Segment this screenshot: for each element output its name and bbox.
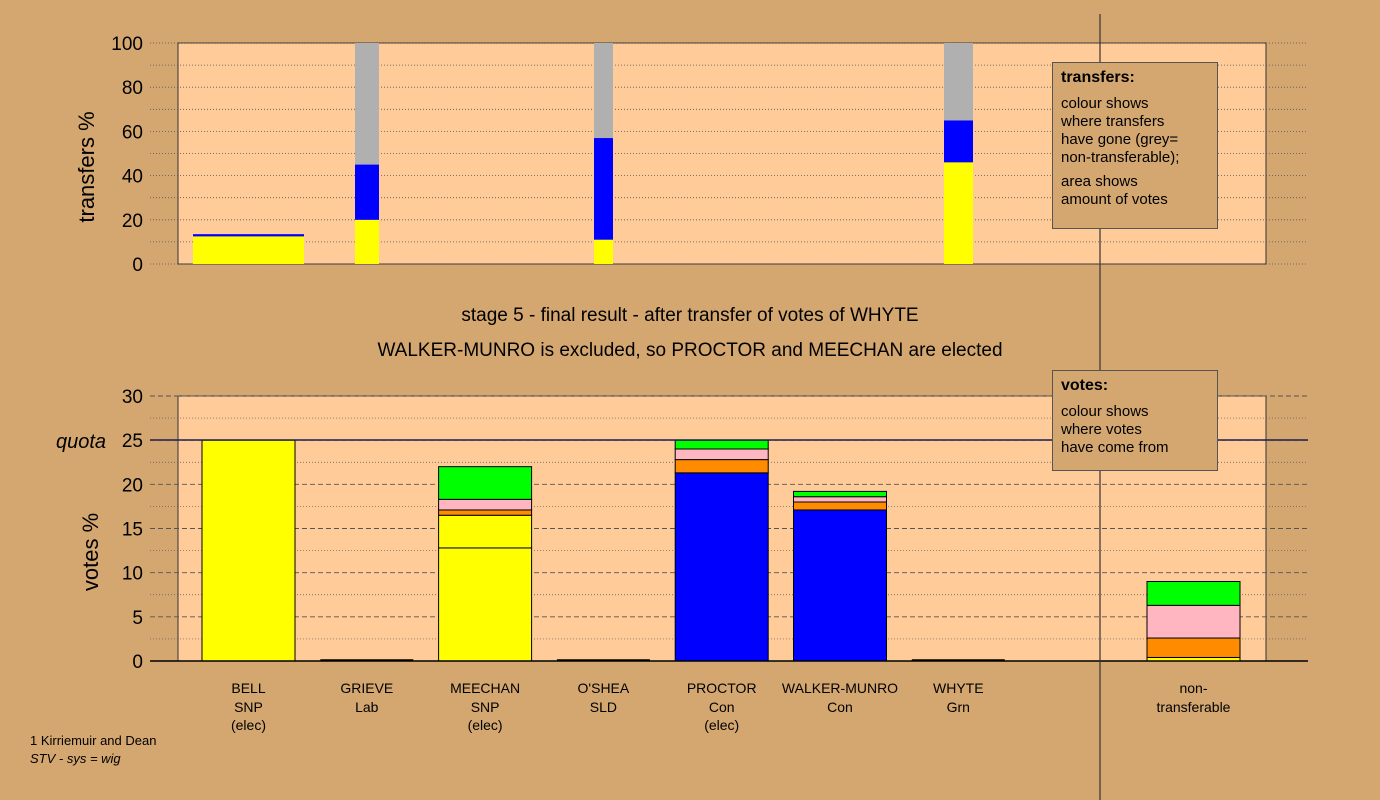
votes-legend-title: votes: <box>1061 377 1109 394</box>
transfers-bars <box>193 43 973 264</box>
transfers-y-label: transfers % <box>74 111 99 222</box>
candidate-status: (elec) <box>704 717 739 733</box>
quota-label: quota <box>56 431 106 453</box>
votes-legend: votes: colour shows where votes have com… <box>1052 370 1218 471</box>
transfer-segment <box>594 138 613 240</box>
votes-y-axis: 0 5 10 15 20 25 30 <box>122 387 143 673</box>
transfer-segment <box>944 120 973 163</box>
legend-line: colour shows <box>1061 403 1149 420</box>
vote-segment <box>438 509 533 516</box>
votes-y-label: votes % <box>78 513 103 591</box>
y-tick-label: 0 <box>132 652 143 673</box>
vote-segment <box>793 490 887 498</box>
candidate-name: WHYTE <box>933 680 984 696</box>
transfer-segment <box>193 234 304 237</box>
legend-line: where transfers <box>1061 113 1165 130</box>
candidate-name: PROCTOR <box>687 680 757 696</box>
y-tick-label: 60 <box>122 122 143 143</box>
candidate-name: GRIEVE <box>340 680 393 696</box>
nontransferable-segment <box>1146 604 1241 639</box>
candidate-name: WALKER-MUNRO <box>782 680 898 696</box>
transfer-segment <box>193 236 304 264</box>
y-tick-label: 30 <box>122 387 143 408</box>
vote-segment <box>438 466 533 500</box>
candidate-name: BELL <box>231 680 265 696</box>
transfers-legend-title: transfers: <box>1061 69 1135 86</box>
candidate-status: (elec) <box>231 717 266 733</box>
vote-segment <box>674 459 769 474</box>
ward-name: 1 Kirriemuir and Dean <box>30 733 157 748</box>
transfer-segment <box>594 239 613 264</box>
y-tick-label: 10 <box>122 564 143 585</box>
legend-line: area shows <box>1061 173 1138 190</box>
transfer-segment <box>355 43 379 165</box>
candidate-party: SLD <box>590 699 617 715</box>
vote-segment <box>201 439 296 662</box>
transfer-segment <box>594 43 613 139</box>
candidate-labels: BELL SNP (elec) GRIEVE Lab MEECHAN SNP (elec) O'… <box>231 680 1231 733</box>
vote-segment <box>793 496 887 503</box>
nontransferable-segment <box>1146 637 1241 658</box>
y-tick-label: 25 <box>122 431 143 452</box>
legend-line: where votes <box>1061 421 1142 438</box>
vote-segment <box>674 439 769 450</box>
vote-segment <box>674 472 769 662</box>
candidate-name: MEECHAN <box>450 680 520 696</box>
y-tick-label: 20 <box>122 211 143 232</box>
vote-segment <box>793 509 887 662</box>
nontransferable-label: non- <box>1179 680 1207 696</box>
transfer-segment <box>944 43 973 121</box>
legend-line: have gone (grey= <box>1061 131 1179 148</box>
y-tick-label: 0 <box>132 255 143 276</box>
candidate-party: Lab <box>355 699 379 715</box>
legend-line: have come from <box>1061 439 1169 456</box>
transfer-segment <box>355 164 379 220</box>
transfers-grid <box>150 42 1308 265</box>
transfer-segment <box>944 162 973 264</box>
vote-segment <box>793 501 887 511</box>
transfers-legend: transfers: colour shows where transfers … <box>1052 62 1218 229</box>
y-tick-label: 80 <box>122 78 143 99</box>
votes-bars <box>201 439 1241 662</box>
legend-line: amount of votes <box>1061 191 1168 208</box>
y-tick-label: 5 <box>132 608 143 629</box>
vote-segment <box>438 514 533 549</box>
system-note: STV - sys = wig <box>30 751 121 766</box>
legend-line: non-transferable); <box>1061 149 1180 166</box>
y-tick-label: 100 <box>111 34 143 55</box>
candidate-party: Con <box>709 699 735 715</box>
vote-segment <box>438 498 533 511</box>
y-tick-label: 20 <box>122 475 143 496</box>
transfers-y-axis: 0 20 40 60 80 100 <box>111 34 143 276</box>
nontransferable-segment <box>1146 581 1241 606</box>
y-tick-label: 15 <box>122 520 143 541</box>
candidate-party: Grn <box>947 699 970 715</box>
nontransferable-label: transferable <box>1157 699 1231 715</box>
vote-segment <box>674 448 769 461</box>
stage-caption: stage 5 - final result - after transfer … <box>461 305 919 326</box>
candidate-name: O'SHEA <box>578 680 630 696</box>
candidate-party: Con <box>827 699 853 715</box>
candidate-status: (elec) <box>468 717 503 733</box>
transfer-segment <box>355 219 379 264</box>
candidate-party: SNP <box>471 699 500 715</box>
result-caption: WALKER-MUNRO is excluded, so PROCTOR and… <box>377 340 1003 361</box>
y-tick-label: 40 <box>122 167 143 188</box>
candidate-party: SNP <box>234 699 263 715</box>
vote-segment <box>438 547 533 662</box>
legend-line: colour shows <box>1061 95 1149 112</box>
